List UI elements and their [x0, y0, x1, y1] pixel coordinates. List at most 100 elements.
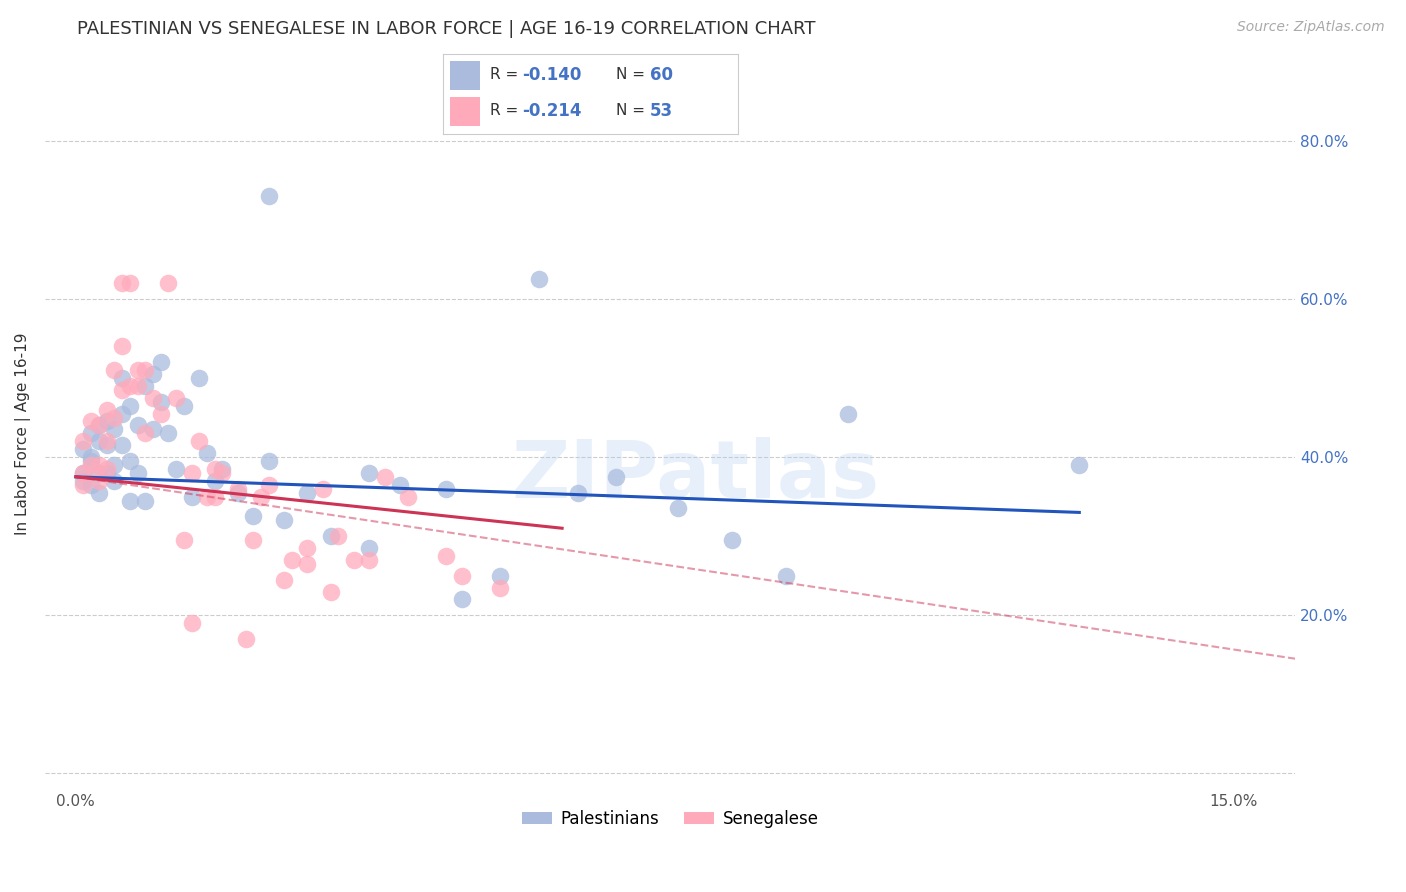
Point: [111, 383, 134, 397]
Point: [87, 458, 110, 472]
Point: [204, 490, 226, 504]
Text: ZIPatlas: ZIPatlas: [510, 437, 879, 515]
Point: [257, 477, 280, 491]
Point: [87, 485, 110, 500]
Point: [87, 418, 110, 433]
Point: [72, 442, 94, 457]
Point: [127, 418, 149, 433]
Point: [72, 434, 94, 449]
Text: -0.214: -0.214: [523, 102, 582, 120]
Text: 53: 53: [650, 102, 672, 120]
Point: [666, 501, 689, 516]
Point: [134, 363, 156, 377]
Point: [103, 474, 125, 488]
Point: [72, 466, 94, 480]
Point: [242, 509, 264, 524]
Point: [226, 485, 249, 500]
Point: [527, 272, 550, 286]
Point: [775, 568, 797, 582]
Point: [142, 422, 165, 436]
Point: [118, 399, 141, 413]
Point: [195, 490, 218, 504]
Point: [235, 632, 257, 646]
Point: [281, 553, 304, 567]
Point: [226, 482, 249, 496]
Point: [80, 458, 103, 472]
Point: [297, 485, 319, 500]
Point: [1069, 458, 1091, 472]
Point: [396, 490, 419, 504]
Text: N =: N =: [616, 103, 650, 119]
Point: [87, 466, 110, 480]
Point: [80, 450, 103, 464]
Point: [434, 482, 457, 496]
Point: [242, 533, 264, 547]
Point: [127, 466, 149, 480]
Point: [87, 418, 110, 433]
Point: [118, 379, 141, 393]
Point: [188, 371, 211, 385]
Point: [103, 410, 125, 425]
Point: [204, 462, 226, 476]
Point: [273, 513, 295, 527]
Text: -0.140: -0.140: [523, 66, 582, 84]
Text: Source: ZipAtlas.com: Source: ZipAtlas.com: [1237, 20, 1385, 34]
Point: [96, 462, 118, 476]
Point: [273, 573, 295, 587]
Point: [80, 477, 103, 491]
Point: [297, 541, 319, 555]
Point: [328, 529, 350, 543]
Point: [72, 466, 94, 480]
Point: [111, 276, 134, 290]
Point: [134, 426, 156, 441]
Point: [118, 454, 141, 468]
Point: [188, 434, 211, 449]
Point: [165, 462, 187, 476]
Point: [134, 379, 156, 393]
Point: [450, 592, 472, 607]
FancyBboxPatch shape: [450, 61, 479, 90]
Point: [134, 493, 156, 508]
Point: [359, 466, 381, 480]
Point: [80, 454, 103, 468]
Point: [195, 446, 218, 460]
Point: [149, 355, 172, 369]
Point: [149, 394, 172, 409]
Point: [319, 584, 342, 599]
Point: [127, 363, 149, 377]
Point: [180, 466, 202, 480]
Point: [127, 379, 149, 393]
Point: [567, 485, 589, 500]
Point: [250, 490, 273, 504]
Point: [96, 414, 118, 428]
Point: [96, 402, 118, 417]
Point: [312, 482, 335, 496]
Point: [180, 616, 202, 631]
Point: [173, 399, 195, 413]
Point: [72, 474, 94, 488]
Point: [103, 363, 125, 377]
Point: [142, 367, 165, 381]
Point: [257, 189, 280, 203]
Point: [157, 426, 180, 441]
Point: [111, 371, 134, 385]
Point: [605, 470, 627, 484]
Point: [211, 466, 233, 480]
Point: [96, 466, 118, 480]
Point: [211, 462, 233, 476]
Point: [257, 454, 280, 468]
Text: 60: 60: [650, 66, 672, 84]
Point: [374, 470, 396, 484]
Point: [80, 414, 103, 428]
Text: R =: R =: [491, 67, 523, 82]
Point: [103, 458, 125, 472]
Point: [450, 568, 472, 582]
Y-axis label: In Labor Force | Age 16-19: In Labor Force | Age 16-19: [15, 332, 31, 534]
Point: [297, 557, 319, 571]
Point: [359, 541, 381, 555]
Point: [204, 474, 226, 488]
Point: [103, 422, 125, 436]
Point: [111, 407, 134, 421]
Point: [111, 438, 134, 452]
Point: [489, 581, 512, 595]
